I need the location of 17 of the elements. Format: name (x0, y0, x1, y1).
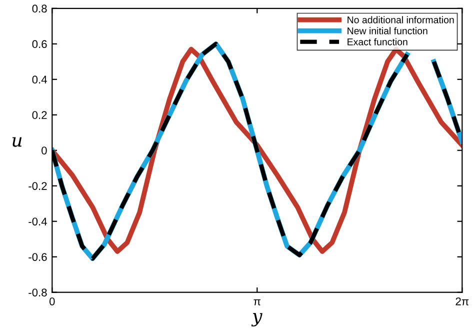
y-tick-label: 0 (42, 146, 47, 154)
x-axis-title: y (251, 313, 262, 326)
y-tick-label: 0.6 (32, 40, 47, 48)
y-tick-label: -0.2 (28, 182, 47, 190)
legend-label: New initial function (348, 27, 428, 34)
y-tick-label: 0.8 (32, 4, 47, 13)
x-tick-label: 2π (456, 297, 469, 306)
y-tick-label: 0.4 (32, 76, 47, 84)
y-axis-title: u (12, 137, 22, 147)
legend-label: No additional information (348, 16, 454, 24)
legend-label: Exact function (348, 38, 408, 46)
x-tick-label: π (254, 299, 260, 306)
y-tick-label: -0.4 (28, 218, 47, 226)
y-tick-label: -0.6 (28, 253, 47, 261)
x-tick-label: 0 (49, 297, 55, 306)
y-tick-label: -0.8 (28, 288, 47, 296)
y-tick-label: 0.2 (32, 111, 47, 120)
